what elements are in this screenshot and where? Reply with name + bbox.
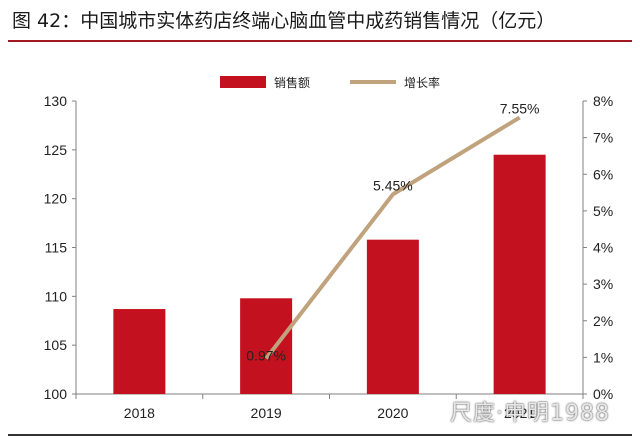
legend-label-growth: 增长率	[404, 75, 441, 90]
title-rule	[8, 40, 632, 42]
y-right-tick-label: 5%	[593, 203, 613, 219]
y-right-tick-label: 2%	[593, 313, 613, 329]
x-tick-label: 2021	[504, 405, 535, 421]
y-right-tick-label: 4%	[593, 240, 613, 256]
bar	[366, 239, 419, 394]
y-left-tick-label: 115	[45, 240, 68, 256]
chart-legend: 销售额 增长率	[220, 74, 480, 90]
x-tick-label: 2018	[124, 405, 155, 421]
y-right-tick-label: 3%	[593, 276, 613, 292]
growth-data-label: 5.45%	[373, 177, 413, 193]
x-tick-label: 2019	[251, 405, 282, 421]
bottom-rule	[8, 434, 632, 436]
legend-item-sales: 销售额	[220, 74, 310, 91]
legend-swatch-sales	[220, 76, 266, 88]
legend-item-growth: 增长率	[350, 74, 440, 91]
legend-swatch-growth	[350, 80, 397, 84]
watermark: 尺度·申明1988	[450, 401, 610, 426]
legend-label-sales: 销售额	[274, 75, 311, 90]
y-left-tick-label: 125	[44, 142, 68, 158]
figure-title: 图 42：中国城市实体药店终端心脑血管中成药销售情况（亿元）	[12, 10, 556, 32]
growth-line	[264, 115, 521, 360]
bar	[113, 309, 166, 394]
y-left-tick-label: 120	[44, 191, 68, 207]
y-right-tick-label: 1%	[593, 349, 613, 365]
y-left-tick-label: 100	[44, 386, 68, 402]
x-tick-label: 2020	[377, 405, 408, 421]
y-left-tick-label: 110	[45, 288, 68, 304]
y-right-tick-label: 6%	[593, 166, 613, 182]
growth-data-label: 0.97%	[246, 347, 286, 363]
y-left-tick-label: 105	[44, 337, 68, 353]
y-right-tick-label: 8%	[593, 93, 613, 109]
y-right-tick-label: 0%	[593, 386, 613, 402]
growth-data-label: 7.55%	[500, 100, 540, 116]
bar	[493, 154, 546, 394]
y-left-tick-label: 130	[44, 93, 68, 109]
y-right-tick-label: 7%	[593, 130, 613, 146]
bar	[240, 298, 293, 394]
